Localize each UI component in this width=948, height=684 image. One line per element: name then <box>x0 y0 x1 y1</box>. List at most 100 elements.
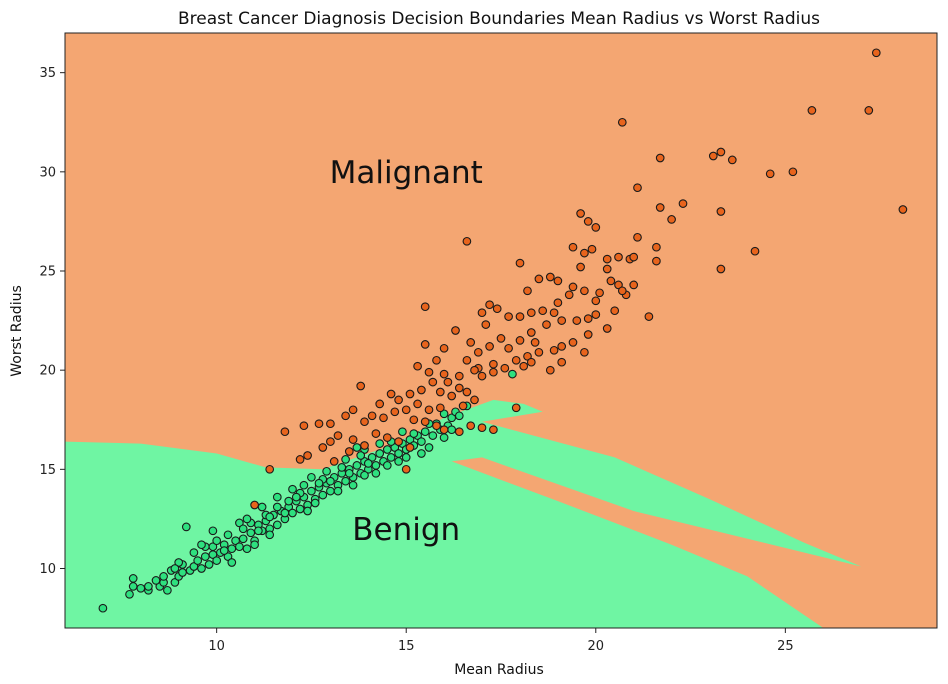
malignant-point <box>348 405 358 415</box>
y-tick-label: 15 <box>39 463 56 478</box>
benign-point <box>219 546 229 555</box>
benign-point <box>363 459 373 468</box>
malignant-point <box>716 207 726 216</box>
malignant-point <box>435 387 445 397</box>
plot-area <box>64 32 938 629</box>
benign-point <box>326 476 335 486</box>
malignant-point <box>553 298 563 308</box>
benign-point <box>197 540 206 550</box>
malignant-point <box>549 345 559 355</box>
benign-point <box>272 492 282 502</box>
benign-point <box>170 578 180 587</box>
malignant-point <box>481 320 491 329</box>
malignant-point <box>655 153 665 163</box>
y-tick-label: 10 <box>39 562 56 577</box>
benign-point <box>208 542 218 552</box>
benign-point <box>307 486 316 496</box>
x-tick-label: 15 <box>398 639 415 654</box>
malignant-point <box>807 106 817 115</box>
benign-point <box>181 522 191 532</box>
malignant-point <box>580 248 589 258</box>
benign-point <box>125 589 134 599</box>
malignant-point <box>629 280 639 290</box>
benign-point <box>159 572 168 581</box>
malignant-point <box>727 155 737 165</box>
benign-point <box>208 526 218 536</box>
malignant-point <box>515 312 525 321</box>
y-axis: 10 15 20 25 30 35 <box>39 66 65 577</box>
malignant-point <box>344 447 354 456</box>
benign-point <box>163 585 172 595</box>
malignant-point <box>871 48 881 58</box>
y-axis-label: Worst Radius <box>9 285 25 377</box>
benign-point <box>439 409 449 419</box>
benign-point <box>420 427 430 437</box>
malignant-point <box>644 312 654 321</box>
benign-point <box>284 496 294 506</box>
benign-point <box>326 486 335 496</box>
benign-region <box>65 399 862 628</box>
malignant-point <box>606 276 616 286</box>
malignant-point <box>496 334 506 343</box>
benign-point <box>238 534 248 544</box>
malignant-point <box>580 347 589 357</box>
malignant-point <box>424 367 434 377</box>
benign-point <box>344 468 354 478</box>
malignant-point <box>462 236 472 246</box>
malignant-point <box>557 316 567 325</box>
malignant-point <box>591 223 601 232</box>
benign-point <box>250 540 259 550</box>
malignant-point <box>708 151 718 161</box>
benign-point <box>417 449 426 458</box>
benign-point <box>394 457 403 466</box>
benign-point <box>333 486 343 496</box>
malignant-point <box>470 365 479 375</box>
malignant-point <box>617 286 627 296</box>
benign-point <box>98 603 108 613</box>
malignant-point <box>470 395 479 405</box>
malignant-point <box>610 306 620 316</box>
malignant-point <box>864 106 874 115</box>
malignant-point <box>572 316 582 325</box>
malignant-point <box>530 338 540 347</box>
malignant-point <box>473 347 483 357</box>
malignant-point <box>511 355 521 365</box>
y-tick-label: 30 <box>39 165 56 180</box>
malignant-point <box>341 411 350 421</box>
malignant-point <box>454 371 464 381</box>
malignant-point <box>716 264 726 274</box>
benign-point <box>310 498 320 508</box>
malignant-point <box>534 347 544 357</box>
malignant-point <box>542 320 551 329</box>
malignant-point <box>667 215 676 224</box>
benign-point <box>386 453 396 462</box>
malignant-point <box>633 232 642 242</box>
malignant-point <box>716 147 726 157</box>
benign-point <box>128 574 138 583</box>
malignant-point <box>504 343 513 353</box>
malignant-point <box>299 421 309 431</box>
benign-point <box>291 492 301 502</box>
malignant-point <box>367 411 377 421</box>
benign-point <box>394 449 403 458</box>
malignant-point <box>326 437 335 446</box>
malignant-point <box>489 425 498 435</box>
benign-point <box>318 490 328 500</box>
benign-point <box>371 468 381 478</box>
x-axis-label: Mean Radius <box>454 662 544 678</box>
malignant-point <box>333 431 343 440</box>
malignant-point <box>417 385 426 395</box>
malignant-point <box>447 391 457 401</box>
malignant-point <box>409 415 419 425</box>
malignant-point <box>602 254 612 264</box>
benign-point <box>227 558 237 567</box>
benign-point <box>417 437 426 446</box>
benign-point <box>280 508 290 518</box>
benign-point <box>212 536 222 546</box>
benign-point <box>356 451 366 460</box>
benign-point <box>197 564 206 573</box>
benign-point <box>360 470 369 480</box>
malignant-point <box>485 342 494 351</box>
benign-point <box>238 524 248 534</box>
